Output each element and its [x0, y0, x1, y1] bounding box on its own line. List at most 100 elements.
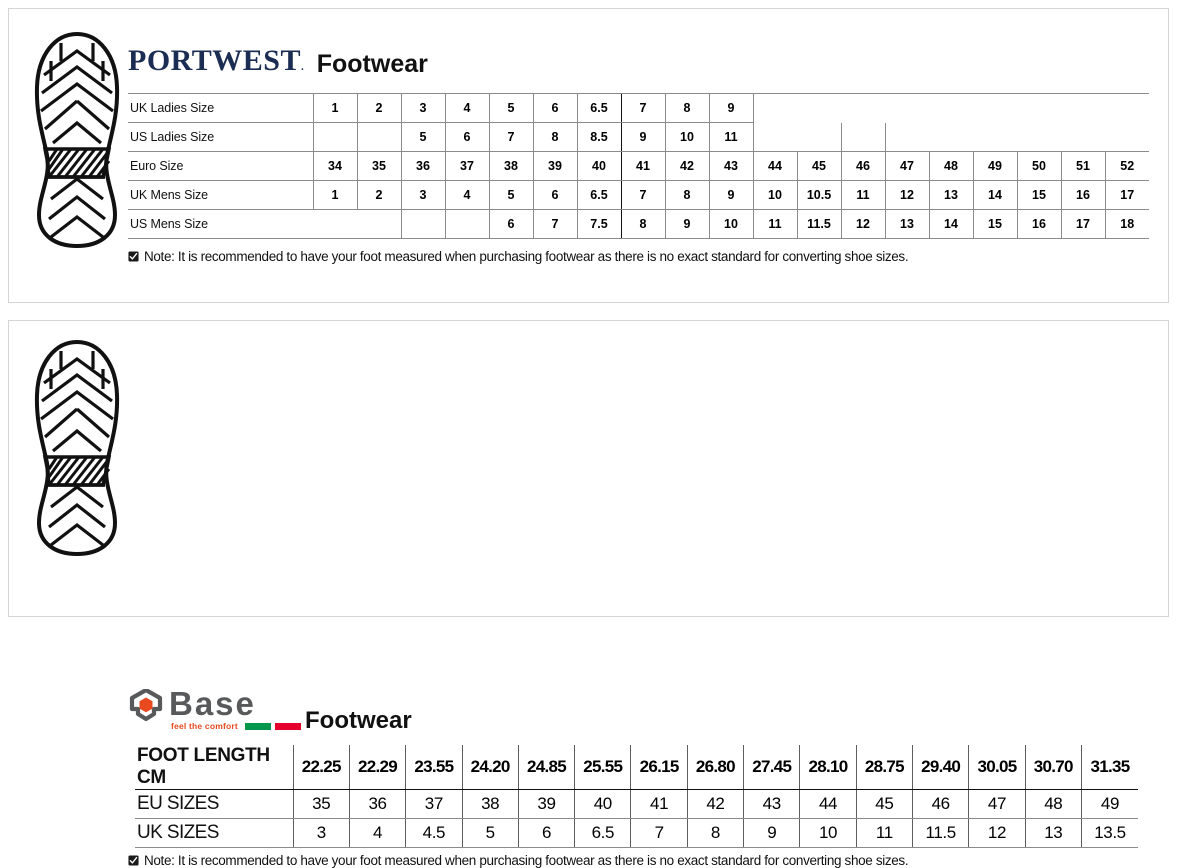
cell: 8 [664, 180, 709, 210]
cell: 39 [517, 789, 575, 819]
cell-empty [1017, 122, 1061, 152]
table-row: UK SIZES 3 4 4.5 5 6 6.5 7 8 9 10 11 11.… [135, 818, 1138, 848]
cell: 18 [1104, 209, 1149, 239]
cell: 10 [799, 818, 857, 848]
row-label: UK Mens Size [128, 180, 313, 210]
cell-empty [797, 93, 841, 123]
cell: 11 [855, 818, 913, 848]
cell: 7 [630, 818, 688, 848]
portwest-size-chart-card: PORTWEST. Footwear UK Ladies Size 1 2 3 … [8, 8, 1169, 303]
cell: 37 [444, 151, 489, 181]
cell: 1 [312, 93, 357, 123]
cell-empty [356, 122, 401, 152]
cell: 8 [620, 209, 665, 239]
cell: 6 [488, 209, 533, 239]
cell: 36 [400, 151, 445, 181]
row-label: Euro Size [128, 151, 313, 181]
column-header: 23.55 [405, 745, 463, 790]
note-text: Note: It is recommended to have your foo… [144, 853, 909, 868]
cell: 40 [574, 789, 631, 819]
cell: 9 [664, 209, 709, 239]
cell-empty [929, 93, 973, 123]
cell: 12 [840, 209, 885, 239]
cell-empty [885, 93, 929, 123]
cell: 5 [400, 122, 445, 152]
cell: 7 [488, 122, 533, 152]
cell: 6 [532, 180, 577, 210]
cell: 41 [620, 151, 665, 181]
cell: 1 [312, 180, 357, 210]
italian-flag-green-bar [245, 723, 271, 730]
row-label: EU SIZES [135, 789, 294, 819]
cell: 34 [312, 151, 357, 181]
cell: 3 [292, 818, 350, 848]
cell: 9 [743, 818, 800, 848]
cell: 6 [444, 122, 489, 152]
base-brand-header: Base feel the comfort Footwear [129, 687, 412, 735]
cell: 10 [752, 180, 797, 210]
cell: 15 [972, 209, 1017, 239]
cell: 2 [356, 180, 401, 210]
cell-empty [313, 209, 357, 239]
cell: 8 [686, 818, 744, 848]
column-header: FOOT LENGTH CM [135, 745, 294, 790]
cell-empty [400, 209, 445, 239]
cell: 11.5 [912, 818, 969, 848]
cell: 6.5 [576, 93, 621, 123]
cell: 13 [884, 209, 929, 239]
cell: 41 [630, 789, 688, 819]
table-row: Euro Size 34 35 36 37 38 39 40 41 42 43 … [128, 151, 1149, 181]
cell-empty [1105, 122, 1149, 152]
column-header: 22.25 [292, 745, 350, 790]
cell-empty [752, 122, 797, 152]
cell: 13.5 [1080, 818, 1138, 848]
size-chart-page: PORTWEST. Footwear UK Ladies Size 1 2 3 … [8, 8, 1169, 868]
cell: 42 [686, 789, 744, 819]
cell: 8 [532, 122, 577, 152]
cell: 7 [620, 93, 665, 123]
cell: 9 [708, 93, 753, 123]
cell: 6.5 [574, 818, 631, 848]
note-text: Note: It is recommended to have your foo… [144, 249, 909, 264]
cell: 17 [1104, 180, 1149, 210]
table-header-row: FOOT LENGTH CM 22.25 22.29 23.55 24.20 2… [135, 745, 1138, 790]
cell-empty [444, 209, 489, 239]
cell: 7 [620, 180, 665, 210]
cell: 10 [708, 209, 753, 239]
cell: 52 [1104, 151, 1149, 181]
row-label: US Mens Size [128, 209, 313, 239]
cell: 35 [292, 789, 350, 819]
cell-empty [797, 122, 841, 152]
column-header: 26.15 [630, 745, 688, 790]
cell: 51 [1060, 151, 1105, 181]
base-tagline: feel the comfort [171, 721, 238, 731]
cell: 5 [488, 180, 533, 210]
cell: 8.5 [576, 122, 621, 152]
column-header: 27.45 [743, 745, 800, 790]
cell: 40 [576, 151, 621, 181]
portwest-category-label: Footwear [316, 50, 428, 78]
cell: 2 [356, 93, 401, 123]
cell: 4 [348, 818, 406, 848]
base-size-table: FOOT LENGTH CM 22.25 22.29 23.55 24.20 2… [135, 745, 1138, 848]
column-header: 24.85 [517, 745, 575, 790]
base-category-label: Footwear [305, 707, 412, 734]
row-label: US Ladies Size [128, 122, 313, 152]
column-header: 22.29 [348, 745, 406, 790]
cell: 44 [799, 789, 857, 819]
column-header: 28.75 [855, 745, 913, 790]
cell: 45 [796, 151, 841, 181]
cell: 48 [928, 151, 973, 181]
cell: 43 [743, 789, 800, 819]
cell-empty [884, 122, 929, 152]
table-row: UK Mens Size 1 2 3 4 5 6 6.5 7 8 9 10 10… [128, 180, 1149, 210]
cell: 12 [884, 180, 929, 210]
cell-empty [973, 122, 1017, 152]
cell-empty [929, 122, 973, 152]
cell: 42 [664, 151, 709, 181]
table-row: UK Ladies Size 1 2 3 4 5 6 6.5 7 8 9 [128, 93, 1149, 123]
cell-empty [357, 209, 401, 239]
base-logo: Base feel the comfort [129, 687, 301, 735]
table-row: EU SIZES 35 36 37 38 39 40 41 42 43 44 4… [135, 789, 1138, 819]
cell-empty [1105, 93, 1149, 123]
